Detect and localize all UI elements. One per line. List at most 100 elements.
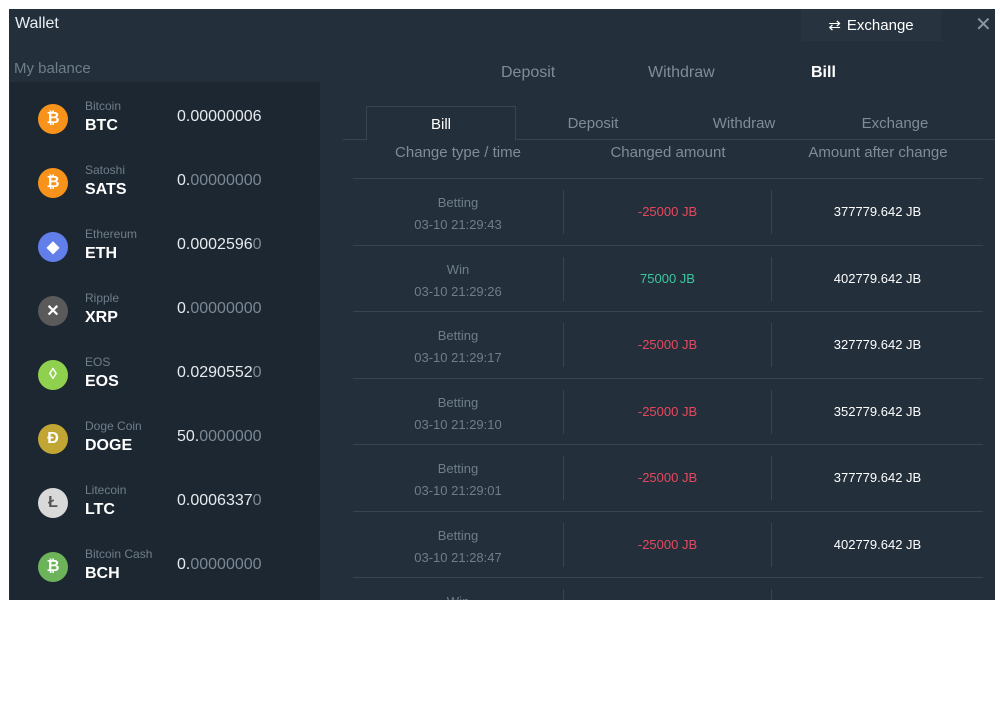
dialog-title: Wallet bbox=[15, 15, 59, 32]
change-type: Betting bbox=[437, 461, 479, 476]
amount-after-change: 377779.642 JB bbox=[833, 204, 922, 219]
coin-row[interactable]: ₿ Bitcoin BTC 0.00000006 bbox=[10, 90, 320, 154]
amount-after-change: 352779.642 JB bbox=[833, 403, 922, 419]
balance-trailing-zeros: 00000000 bbox=[190, 300, 262, 317]
coin-balance: 0.00000000 bbox=[177, 300, 262, 318]
coin-row[interactable]: ✕ Ripple XRP 0.00000000 bbox=[10, 282, 320, 346]
balance-value: 0.0290552 bbox=[177, 364, 253, 381]
amount-after-change: 377779.642 JB bbox=[833, 470, 922, 485]
balance-value: 0.0002596 bbox=[177, 236, 253, 253]
coin-balance: 0.00000006 bbox=[177, 108, 262, 126]
coin-row[interactable]: ◆ Ethereum ETH 0.00025960 bbox=[10, 218, 320, 282]
coin-list: ₿ Bitcoin BTC 0.00000006 ₿ Satoshi SATS 0.00000… bbox=[10, 82, 320, 600]
coin-name: Litecoin bbox=[85, 483, 127, 497]
coin-balance: 0.00063370 bbox=[177, 492, 262, 510]
change-type: Betting bbox=[437, 394, 479, 410]
amount-after-change: 327779.642 JB bbox=[833, 337, 922, 352]
coin-name: Doge Coin bbox=[85, 419, 142, 433]
change-type-cell: Betting 03-10 21:28:47 bbox=[353, 525, 563, 569]
table-row: Win 03-10 21:29:26 75000 JB 402779.642 JB bbox=[353, 244, 983, 311]
coin-symbol: ETH bbox=[85, 245, 117, 262]
balance-value: 0. bbox=[177, 556, 191, 573]
coin-row[interactable]: Ł Litecoin LTC 0.00063370 bbox=[10, 474, 320, 538]
header-change-type: Change type / time bbox=[395, 144, 521, 161]
change-time: 03-10 21:29:17 bbox=[414, 350, 502, 365]
coin-symbol: EOS bbox=[85, 373, 119, 390]
balance-value: 0. bbox=[177, 172, 191, 189]
doge-coin-icon: Ð bbox=[38, 424, 68, 454]
top-tab-deposit[interactable]: Deposit bbox=[501, 64, 556, 81]
coin-symbol: DOGE bbox=[85, 437, 133, 454]
change-time: 03-10 21:28:47 bbox=[414, 549, 502, 565]
changed-amount: 75000 JB bbox=[563, 256, 772, 301]
table-row: Betting 03-10 21:29:17 -25000 JB 327779.642… bbox=[353, 311, 983, 377]
coin-name: Ethereum bbox=[85, 227, 138, 241]
eos-coin-icon: ◊ bbox=[38, 360, 68, 390]
amount-after-change bbox=[772, 578, 983, 600]
exchange-button-label: Exchange bbox=[846, 16, 914, 34]
table-row: Betting 03-10 21:29:43 -25000 JB 377779.642… bbox=[353, 178, 983, 244]
change-type-cell: Win bbox=[353, 591, 563, 600]
swap-arrows-icon: ⇄ bbox=[828, 17, 841, 34]
balance-trailing-zeros: 0 bbox=[252, 236, 262, 253]
balance-value: 0.00000006 bbox=[177, 108, 262, 125]
coin-row[interactable]: ◊ EOS EOS 0.02905520 bbox=[10, 346, 320, 410]
change-type: Betting bbox=[437, 328, 479, 343]
changed-amount bbox=[563, 589, 772, 600]
my-balance-label: My balance bbox=[14, 60, 91, 77]
sub-tab-withdraw[interactable]: Withdraw bbox=[712, 115, 776, 132]
coin-symbol: SATS bbox=[85, 181, 127, 198]
coin-balance: 0.02905520 bbox=[177, 364, 262, 382]
coin-name: Bitcoin Cash bbox=[85, 547, 153, 561]
table-row: Betting 03-10 21:29:10 -25000 JB 352779.642… bbox=[353, 377, 983, 444]
sub-tabs: Bill Deposit Withdraw Exchange bbox=[343, 106, 995, 141]
bch-coin-icon: ₿ bbox=[38, 552, 68, 582]
change-type-cell: Betting 03-10 21:29:17 bbox=[353, 325, 563, 369]
coin-name: EOS bbox=[85, 355, 111, 369]
table-row: Betting 03-10 21:28:47 -25000 JB 402779.642… bbox=[353, 510, 983, 577]
coin-name: Bitcoin bbox=[85, 99, 122, 113]
change-time: 03-10 21:29:10 bbox=[414, 416, 502, 432]
coin-symbol: XRP bbox=[85, 309, 118, 326]
header-changed-amount: Changed amount bbox=[610, 144, 726, 161]
eth-coin-icon: ◆ bbox=[38, 232, 68, 262]
coin-row[interactable]: ₿ Satoshi SATS 0.00000000 bbox=[10, 154, 320, 218]
exchange-button[interactable]: ⇄ Exchange bbox=[801, 9, 941, 41]
close-icon[interactable]: ✕ bbox=[975, 14, 992, 36]
ltc-coin-icon: Ł bbox=[38, 488, 68, 518]
sub-tab-exchange[interactable]: Exchange bbox=[861, 115, 929, 132]
coin-row[interactable]: Ð Doge Coin DOGE 50.0000000 bbox=[10, 410, 320, 474]
change-type-cell: Betting 03-10 21:29:43 bbox=[353, 192, 563, 236]
sub-tab-bill[interactable]: Bill bbox=[366, 106, 516, 141]
balance-trailing-zeros: 00000000 bbox=[190, 172, 262, 189]
sub-tab-deposit[interactable]: Deposit bbox=[567, 115, 619, 132]
coin-balance: 50.0000000 bbox=[177, 428, 262, 446]
balance-trailing-zeros: 0 bbox=[252, 492, 262, 509]
balance-value: 0.0006337 bbox=[177, 492, 253, 509]
table-row: Win bbox=[353, 577, 983, 600]
coin-symbol: LTC bbox=[85, 501, 115, 518]
amount-after-change: 402779.642 JB bbox=[833, 536, 922, 552]
coin-row[interactable]: ₿ Bitcoin Cash BCH 0.00000000 bbox=[10, 538, 320, 600]
change-time: 03-10 21:29:26 bbox=[414, 283, 502, 299]
change-time: 03-10 21:29:43 bbox=[414, 217, 502, 232]
xrp-coin-icon: ✕ bbox=[38, 296, 68, 326]
balance-trailing-zeros: 0 bbox=[252, 364, 262, 381]
header-amount-after: Amount after change bbox=[808, 144, 948, 161]
change-type: Betting bbox=[437, 195, 479, 210]
amount-after-change: 402779.642 JB bbox=[833, 270, 922, 286]
top-tab-withdraw[interactable]: Withdraw bbox=[648, 64, 715, 81]
balance-value: 0. bbox=[177, 300, 191, 317]
coin-balance: 0.00025960 bbox=[177, 236, 262, 254]
coin-symbol: BCH bbox=[85, 565, 120, 582]
table-row: Betting 03-10 21:29:01 -25000 JB 377779.642… bbox=[353, 444, 983, 510]
coin-name: Ripple bbox=[85, 291, 120, 305]
top-tab-bill[interactable]: Bill bbox=[811, 64, 836, 81]
coin-balance: 0.00000000 bbox=[177, 556, 262, 574]
change-type: Win bbox=[353, 591, 563, 600]
sats-coin-icon: ₿ bbox=[38, 168, 68, 198]
changed-amount: -25000 JB bbox=[563, 522, 772, 567]
change-type-cell: Betting 03-10 21:29:10 bbox=[353, 392, 563, 436]
coin-symbol: BTC bbox=[85, 117, 118, 134]
changed-amount: -25000 JB bbox=[563, 190, 772, 234]
